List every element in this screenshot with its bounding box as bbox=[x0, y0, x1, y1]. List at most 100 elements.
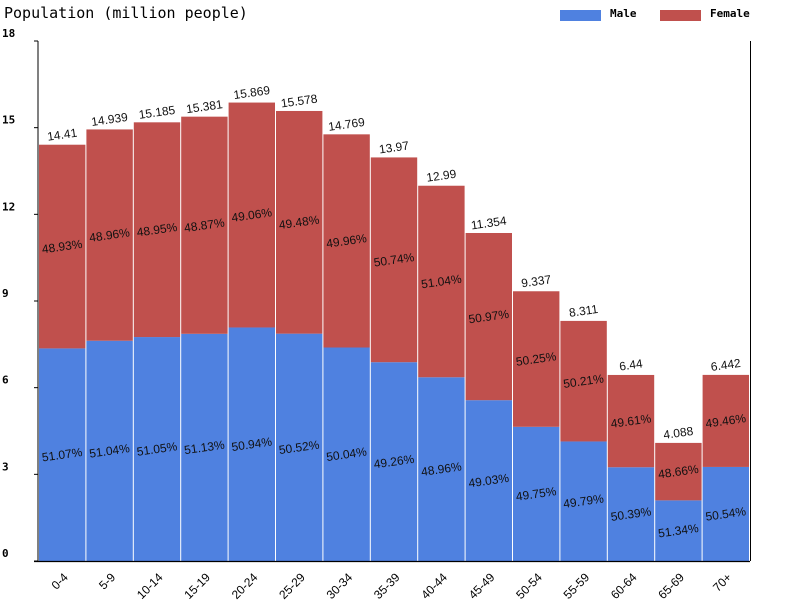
total-label: 15.578 bbox=[280, 91, 319, 110]
bar-female bbox=[370, 157, 418, 363]
bar-male bbox=[39, 348, 86, 561]
bar-female bbox=[86, 129, 133, 341]
total-label: 14.939 bbox=[90, 110, 129, 129]
x-tick-label: 70+ bbox=[710, 570, 734, 594]
total-label: 8.311 bbox=[568, 302, 599, 320]
total-label: 15.381 bbox=[185, 97, 224, 116]
total-label: 12.99 bbox=[425, 167, 457, 185]
female-percent-label: 49.96% bbox=[325, 231, 368, 251]
legend-swatch-female bbox=[660, 10, 701, 21]
x-tick-label: 40-44 bbox=[418, 570, 450, 600]
bar-male bbox=[560, 441, 607, 561]
bar-female bbox=[39, 144, 86, 349]
bar-male bbox=[228, 327, 275, 561]
total-label: 13.97 bbox=[378, 138, 410, 156]
female-percent-label: 50.25% bbox=[515, 349, 558, 369]
total-label: 4.088 bbox=[662, 424, 694, 442]
bar-female bbox=[702, 374, 749, 467]
male-percent-label: 50.52% bbox=[278, 438, 321, 458]
male-percent-label: 51.05% bbox=[136, 439, 179, 459]
x-tick-label: 25-29 bbox=[276, 570, 308, 600]
bar-female bbox=[560, 320, 607, 442]
male-percent-label: 49.79% bbox=[562, 491, 605, 511]
female-percent-label: 49.61% bbox=[610, 411, 653, 431]
legend-swatch-male bbox=[560, 10, 601, 21]
bar-female bbox=[276, 110, 323, 334]
female-percent-label: 50.97% bbox=[468, 307, 511, 327]
chart-title: Population (million people) bbox=[4, 4, 248, 22]
bar-male bbox=[86, 340, 133, 561]
bar-male bbox=[133, 337, 181, 561]
male-percent-label: 51.07% bbox=[41, 445, 84, 465]
male-percent-label: 49.03% bbox=[468, 471, 511, 491]
bar-female bbox=[655, 442, 702, 501]
bar-male bbox=[655, 500, 702, 561]
x-tick-label: 20-24 bbox=[229, 570, 261, 600]
total-label: 15.869 bbox=[233, 83, 272, 102]
total-label: 15.185 bbox=[138, 103, 177, 122]
legend: Male Female bbox=[560, 7, 750, 21]
male-percent-label: 49.75% bbox=[515, 484, 558, 504]
x-tick-label: 45-49 bbox=[466, 570, 498, 600]
male-percent-label: 51.13% bbox=[183, 438, 226, 458]
male-percent-label: 51.34% bbox=[657, 521, 700, 541]
female-percent-label: 48.87% bbox=[183, 215, 226, 235]
female-percent-label: 50.21% bbox=[562, 371, 605, 391]
y-tick-label: 18 bbox=[2, 27, 15, 40]
bar-male bbox=[323, 347, 370, 561]
male-percent-label: 50.04% bbox=[325, 444, 368, 464]
bar-male bbox=[702, 466, 749, 561]
female-percent-label: 51.04% bbox=[420, 272, 463, 292]
total-label: 6.44 bbox=[618, 356, 643, 373]
bar-male bbox=[276, 333, 323, 561]
male-percent-label: 50.54% bbox=[705, 504, 748, 524]
x-tick-label: 5-9 bbox=[96, 570, 118, 592]
x-tick-label: 65-69 bbox=[655, 570, 687, 600]
female-percent-label: 49.48% bbox=[278, 213, 321, 233]
y-tick-label: 0 bbox=[2, 547, 9, 560]
male-percent-label: 49.26% bbox=[373, 452, 416, 472]
bar-male bbox=[418, 377, 465, 561]
bar-female bbox=[418, 185, 465, 378]
bar-female bbox=[133, 122, 181, 338]
x-tick-label: 30-34 bbox=[324, 570, 356, 600]
female-percent-label: 50.74% bbox=[373, 250, 416, 270]
male-percent-label: 50.39% bbox=[610, 504, 653, 524]
male-percent-label: 50.94% bbox=[231, 434, 274, 454]
bar-female bbox=[513, 291, 560, 427]
total-label: 11.354 bbox=[470, 214, 508, 233]
y-tick-label: 12 bbox=[2, 200, 15, 213]
y-tick-label: 9 bbox=[2, 287, 9, 300]
female-percent-label: 49.46% bbox=[705, 411, 748, 431]
bar-male bbox=[513, 426, 560, 561]
female-percent-label: 48.95% bbox=[136, 220, 179, 240]
bar-female bbox=[323, 134, 370, 348]
female-percent-label: 48.66% bbox=[657, 462, 700, 482]
x-tick-label: 0-4 bbox=[49, 570, 71, 592]
y-tick-label: 6 bbox=[2, 374, 9, 387]
total-label: 14.41 bbox=[46, 126, 78, 144]
bar-female bbox=[465, 232, 512, 401]
legend-label-male: Male bbox=[610, 7, 637, 20]
x-tick-label: 15-19 bbox=[181, 570, 213, 600]
female-percent-label: 48.96% bbox=[88, 225, 131, 245]
x-tick-label: 55-59 bbox=[561, 570, 593, 600]
total-label: 14.769 bbox=[327, 115, 366, 134]
male-percent-label: 48.96% bbox=[420, 459, 463, 479]
female-percent-label: 48.93% bbox=[41, 237, 84, 257]
bar-female bbox=[228, 102, 275, 328]
x-tick-label: 50-54 bbox=[513, 570, 545, 600]
female-percent-label: 49.06% bbox=[231, 205, 274, 225]
total-label: 6.442 bbox=[710, 356, 742, 374]
bar-male bbox=[607, 467, 655, 561]
bar-male bbox=[370, 362, 418, 561]
x-tick-label: 35-39 bbox=[371, 570, 403, 600]
x-tick-label: 60-64 bbox=[608, 570, 640, 600]
bar-male bbox=[181, 333, 228, 561]
bar-male bbox=[465, 400, 512, 561]
bar-female bbox=[607, 374, 655, 468]
male-percent-label: 51.04% bbox=[88, 441, 131, 461]
y-tick-label: 3 bbox=[2, 460, 9, 473]
legend-label-female: Female bbox=[710, 7, 750, 20]
